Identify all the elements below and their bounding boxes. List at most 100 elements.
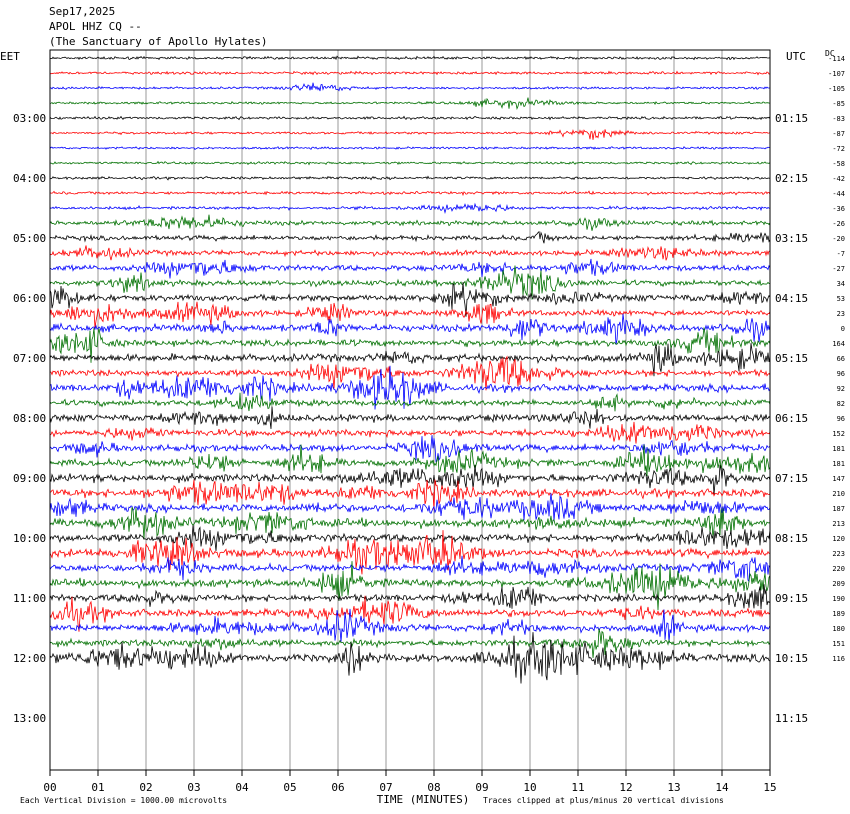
left-hour-label: 04:00 [13,172,46,185]
right-hour-labels: 01:15 02:15 03:15 04:15 05:15 06:15 07:15 08:15… [775,112,808,725]
seismic-trace [49,506,771,540]
seismic-trace [49,608,771,643]
seismic-trace [49,365,771,410]
minute-tick-label: 03 [187,781,200,794]
seismic-trace [49,97,771,110]
station-label: APOL HHZ CQ -- [49,20,142,33]
seismic-trace [49,82,771,92]
dc-offset-label: -27 [832,265,845,273]
dc-offset-label: 180 [832,625,845,633]
seismic-trace [49,160,771,166]
seismic-trace [49,146,771,150]
seismic-trace [49,525,771,551]
minute-tick-label: 13 [667,781,680,794]
seismic-trace [49,70,771,76]
seismic-trace [49,214,771,231]
right-hour-label: 01:15 [775,112,808,125]
seismic-trace [49,479,771,511]
minute-tick-label: 04 [235,781,249,794]
left-hour-label: 10:00 [13,532,46,545]
right-timezone-label: UTC [786,50,806,63]
dc-offset-label: -87 [832,130,845,138]
plot-frame [49,49,771,771]
seismic-trace [49,555,771,583]
minute-tick-label: 02 [139,781,152,794]
right-hour-label: 06:15 [775,412,808,425]
dc-offset-label: 209 [832,580,845,588]
left-hour-label: 12:00 [13,652,46,665]
dc-offset-label: 220 [832,565,845,573]
dc-offset-label: -72 [832,145,845,153]
left-hour-label: 09:00 [13,472,46,485]
seismic-trace [49,202,770,214]
dc-offset-label: 152 [832,430,845,438]
minute-tick-labels: 00 01 02 03 04 05 06 07 08 09 10 11 12 13 14 15 [43,781,776,794]
right-hour-label: 02:15 [775,172,808,185]
dc-offset-label: 189 [832,610,845,618]
seismic-trace [49,258,771,279]
minute-tick-label: 11 [571,781,584,794]
dc-offset-label: -114 [828,55,845,63]
left-hour-label: 06:00 [13,292,46,305]
dc-offset-label: 116 [832,655,845,663]
left-hour-labels: 03:00 04:00 05:00 06:00 07:00 08:00 09:00 10:00… [13,112,46,725]
dc-offset-label: 92 [837,385,845,393]
right-hour-label: 07:15 [775,472,808,485]
dc-offset-label: 120 [832,535,845,543]
left-hour-label: 11:00 [13,592,46,605]
x-axis-label: TIME (MINUTES) [377,793,470,806]
dc-offset-label: 147 [832,475,845,483]
seismic-trace [49,55,771,61]
seismic-trace [49,301,771,329]
scale-note: Each Vertical Division = 1000.00 microvo… [20,796,227,805]
minute-tick-label: 15 [763,781,776,794]
minute-tick-label: 01 [91,781,104,794]
dc-offset-label: 34 [837,280,845,288]
right-hour-label: 04:15 [775,292,808,305]
minute-tick-label: 00 [43,781,56,794]
dc-offset-label: 96 [837,415,845,423]
dc-offset-label: 151 [832,640,845,648]
dc-offset-label: -85 [832,100,845,108]
right-hour-label: 11:15 [775,712,808,725]
seismic-trace [49,464,771,495]
minute-tick-label: 12 [619,781,632,794]
seismic-trace [49,435,771,463]
left-hour-label: 05:00 [13,232,46,245]
dc-offset-label: -42 [832,175,845,183]
seismic-trace [49,628,771,658]
right-hour-label: 08:15 [775,532,808,545]
seismic-trace [49,530,771,575]
dc-label: DC [825,49,835,58]
seismic-trace [49,561,771,611]
seismic-trace [49,327,771,363]
minute-tick-label: 05 [283,781,296,794]
dc-offset-label: 187 [832,505,845,513]
dc-offset-label: -7 [837,250,845,258]
seismic-trace [49,175,771,181]
date-label: Sep17,2025 [49,5,115,18]
dc-offset-label: -58 [832,160,845,168]
left-hour-label: 07:00 [13,352,46,365]
seismic-trace [49,343,771,377]
seismic-trace [49,190,771,197]
dc-offset-label: 53 [837,295,845,303]
seismic-trace [49,282,771,317]
seismic-trace [49,230,771,244]
dc-offset-label: -20 [832,235,845,243]
right-hour-label: 05:15 [775,352,808,365]
left-hour-label: 03:00 [13,112,46,125]
left-hour-label: 08:00 [13,412,46,425]
dc-offset-label: -44 [832,190,845,198]
seismic-trace [49,355,771,391]
dc-offset-label: 190 [832,595,845,603]
dc-offset-label: 181 [832,445,845,453]
dc-offset-labels: -114 -107 -105 -85 -83 -87 -72 -58 -42 -44 -36 -26 -… [828,55,845,663]
minute-tick-label: 14 [715,781,729,794]
minute-tick-label: 08 [427,781,440,794]
dc-offset-label: 210 [832,490,845,498]
site-label: (The Sanctuary of Apollo Hylates) [49,35,268,48]
seismic-trace [49,129,771,140]
dc-offset-label: 0 [841,325,845,333]
